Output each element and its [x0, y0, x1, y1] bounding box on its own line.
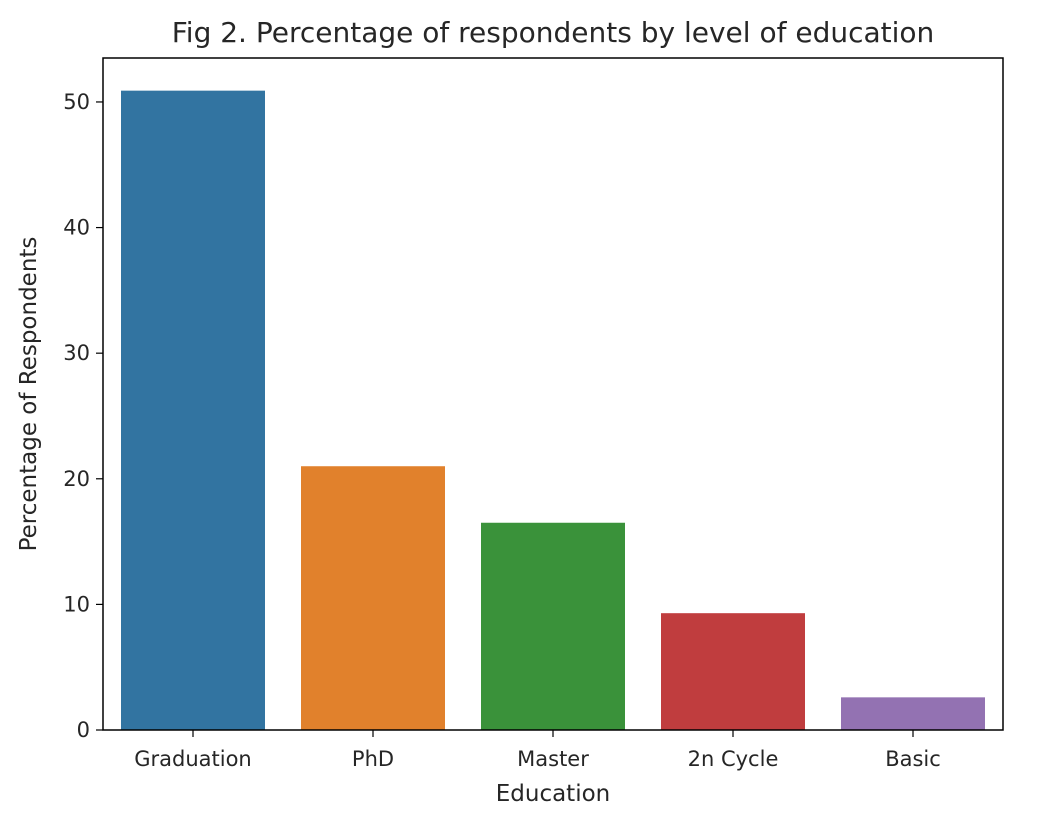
x-tick-label: PhD — [352, 747, 394, 771]
bar-graduation — [121, 90, 265, 730]
y-axis: 0 10 20 30 40 50 — [63, 90, 103, 742]
y-tick-label: 40 — [63, 216, 90, 240]
bar-master — [481, 522, 625, 730]
x-tick-label: Master — [517, 747, 589, 771]
y-tick-label: 10 — [63, 592, 90, 616]
chart-title: Fig 2. Percentage of respondents by leve… — [172, 16, 935, 49]
y-tick-label: 30 — [63, 341, 90, 365]
y-tick-label: 20 — [63, 467, 90, 491]
y-axis-label: Percentage of Respondents — [16, 237, 42, 552]
bar-phd — [301, 466, 445, 730]
bar-2n-cycle — [661, 613, 805, 730]
y-tick-label: 0 — [77, 718, 90, 742]
x-axis-label: Education — [496, 781, 611, 807]
x-tick-label: 2n Cycle — [688, 747, 779, 771]
bar-basic — [841, 697, 985, 730]
x-tick-label: Graduation — [134, 747, 252, 771]
bars-group — [121, 90, 985, 730]
y-tick-label: 50 — [63, 90, 90, 114]
x-axis: Graduation PhD Master 2n Cycle Basic — [134, 730, 941, 771]
x-tick-label: Basic — [885, 747, 941, 771]
